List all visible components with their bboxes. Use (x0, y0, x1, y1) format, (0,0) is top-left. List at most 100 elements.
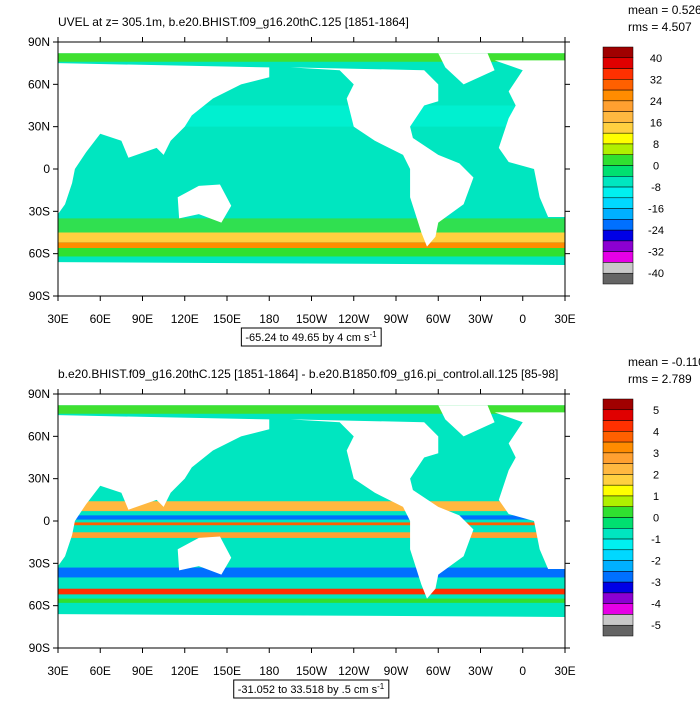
lon-label: 150E (213, 664, 241, 678)
land (494, 412, 565, 569)
field-band (58, 515, 565, 520)
lat-label: 90N (28, 387, 50, 401)
field-band (58, 405, 565, 414)
colorbar-box (602, 197, 634, 209)
lon-label: 90E (132, 664, 153, 678)
lon-label: 60W (426, 664, 451, 678)
map-panel: b.e20.BHIST.f09_g16.20thC.125 [1851-1864… (28, 355, 700, 699)
lon-label: 90W (384, 664, 409, 678)
lon-label: 60E (90, 664, 111, 678)
colorbar-box (602, 441, 634, 454)
land (177, 536, 232, 575)
land (177, 184, 232, 223)
land (290, 67, 474, 247)
colorbar-box (602, 68, 634, 80)
colorbar-box (602, 176, 634, 188)
stat: rms = 2.789 (628, 372, 692, 386)
field-band (58, 598, 565, 603)
colorbar-box (602, 154, 634, 166)
lat-label: 60S (29, 247, 50, 261)
lat-label: 30N (28, 472, 50, 486)
lon-label: 120W (338, 312, 370, 326)
lon-label: 30E (554, 312, 575, 326)
colorbar-label: 8 (653, 139, 659, 151)
lon-label: 180 (259, 312, 279, 326)
colorbar-label: -2 (651, 556, 661, 568)
colorbar-box (602, 57, 634, 69)
colorbar-box (602, 262, 634, 274)
colorbar-box (602, 229, 634, 242)
lat-label: 90N (28, 35, 50, 49)
stat: rms = 4.507 (628, 20, 692, 34)
lon-label: 60W (426, 312, 451, 326)
map-panel: UVEL at z= 305.1m, b.e20.BHIST.f09_g16.2… (28, 3, 700, 347)
colorbar-box (602, 219, 634, 231)
colorbar-box (602, 495, 634, 507)
colorbar-box (602, 474, 634, 486)
colorbar-label: 0 (653, 513, 659, 525)
field-band (58, 42, 565, 54)
land (58, 614, 565, 648)
lon-label: 0 (519, 664, 526, 678)
colorbar-label: -8 (651, 182, 661, 194)
colorbar-box (602, 186, 634, 199)
lon-label: 120E (171, 664, 199, 678)
field-band (58, 567, 565, 578)
colorbar-box (602, 46, 634, 59)
colorbar-box (602, 452, 634, 464)
colorbar-label: -16 (648, 204, 664, 216)
land (290, 419, 474, 599)
field-band (58, 53, 565, 62)
colorbar-label: 40 (650, 53, 662, 65)
colorbar-box (602, 484, 634, 497)
colorbar-box (602, 165, 634, 177)
field-band (58, 248, 565, 257)
colorbar-label: 5 (653, 405, 659, 417)
colorbar-label: -5 (651, 620, 661, 632)
field-band (58, 501, 565, 512)
colorbar-label: -3 (651, 577, 661, 589)
colorbar-label: 32 (650, 74, 662, 86)
lat-label: 0 (43, 162, 50, 176)
lon-label: 0 (519, 312, 526, 326)
colorbar-box (602, 409, 634, 421)
colorbar-box (602, 463, 634, 475)
lat-label: 60N (28, 77, 50, 91)
lon-label: 150E (213, 312, 241, 326)
range-label: -65.24 to 49.65 by 4 cm s-1 (245, 330, 377, 344)
lon-label: 150W (296, 312, 328, 326)
lat-label: 60S (29, 599, 50, 613)
lon-label: 30W (468, 312, 493, 326)
stat: mean = 0.5267 (628, 3, 700, 17)
panel-title: b.e20.BHIST.f09_g16.20thC.125 [1851-1864… (58, 367, 558, 381)
land (494, 60, 565, 217)
colorbar-box (602, 560, 634, 572)
colorbar-box (602, 79, 634, 91)
field-band (58, 232, 565, 243)
panel-title: UVEL at z= 305.1m, b.e20.BHIST.f09_g16.2… (58, 15, 409, 29)
colorbar-label: 2 (653, 469, 659, 481)
colorbar-box (602, 603, 634, 615)
colorbar-label: 16 (650, 117, 662, 129)
colorbar-box (602, 208, 634, 220)
lat-label: 60N (28, 429, 50, 443)
colorbar-box (602, 506, 634, 518)
lon-label: 180 (259, 664, 279, 678)
colorbar-box (602, 517, 634, 529)
colorbar-box (602, 592, 634, 604)
lon-label: 30E (47, 664, 68, 678)
colorbar-label: -4 (651, 599, 661, 611)
lat-label: 30S (29, 556, 50, 570)
colorbar-box (602, 624, 634, 637)
colorbar-label: -40 (648, 268, 664, 280)
range-box (240, 327, 382, 347)
colorbar-box (602, 89, 634, 102)
lon-label: 120E (171, 312, 199, 326)
colorbar-box (602, 431, 634, 443)
colorbar-box (602, 111, 634, 123)
colorbar-box (602, 549, 634, 561)
colorbar-box (602, 614, 634, 626)
lon-label: 90E (132, 312, 153, 326)
colorbar-label: 0 (653, 161, 659, 173)
